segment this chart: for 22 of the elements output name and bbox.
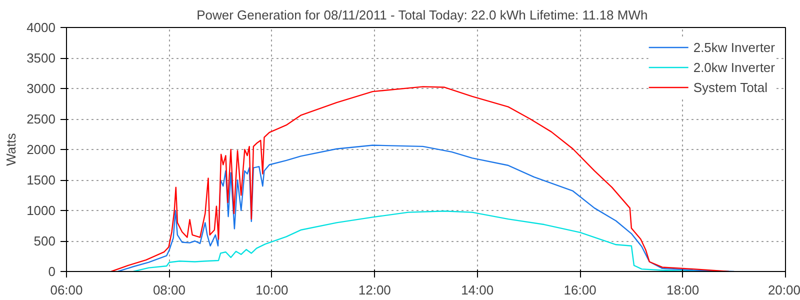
- x-tick-label: 14:00: [461, 282, 494, 298]
- y-axis-title: Watts: [4, 132, 19, 166]
- legend-label: 2.5kw Inverter: [693, 40, 775, 54]
- y-tick-label: 1000: [26, 203, 56, 218]
- y-tick-label: 0: [48, 264, 56, 279]
- legend-label: 2.0kw Inverter: [693, 60, 775, 74]
- x-tick-label: 12:00: [358, 282, 391, 298]
- x-tick-label: 20:00: [768, 282, 800, 298]
- y-tick-label: 2000: [26, 142, 56, 157]
- y-tick-label: 1500: [26, 172, 56, 188]
- y-tick-label: 3500: [26, 50, 56, 66]
- legend-label: System Total: [693, 80, 768, 94]
- x-tick-label: 18:00: [666, 282, 700, 298]
- y-tick-label: 500: [34, 234, 56, 248]
- x-tick-label: 10:00: [256, 282, 288, 298]
- x-tick-label: 06:00: [50, 282, 83, 298]
- y-tick-label: 4000: [26, 20, 56, 35]
- chart-title: Power Generation for 08/11/2011 - Total Today: 22.0 kWh Lifetime: 11.18 MWh: [196, 8, 648, 22]
- x-tick-label: 08:00: [152, 282, 186, 298]
- y-tick-label: 2500: [26, 112, 56, 126]
- x-tick-label: 16:00: [564, 282, 596, 298]
- y-tick-label: 3000: [26, 81, 56, 96]
